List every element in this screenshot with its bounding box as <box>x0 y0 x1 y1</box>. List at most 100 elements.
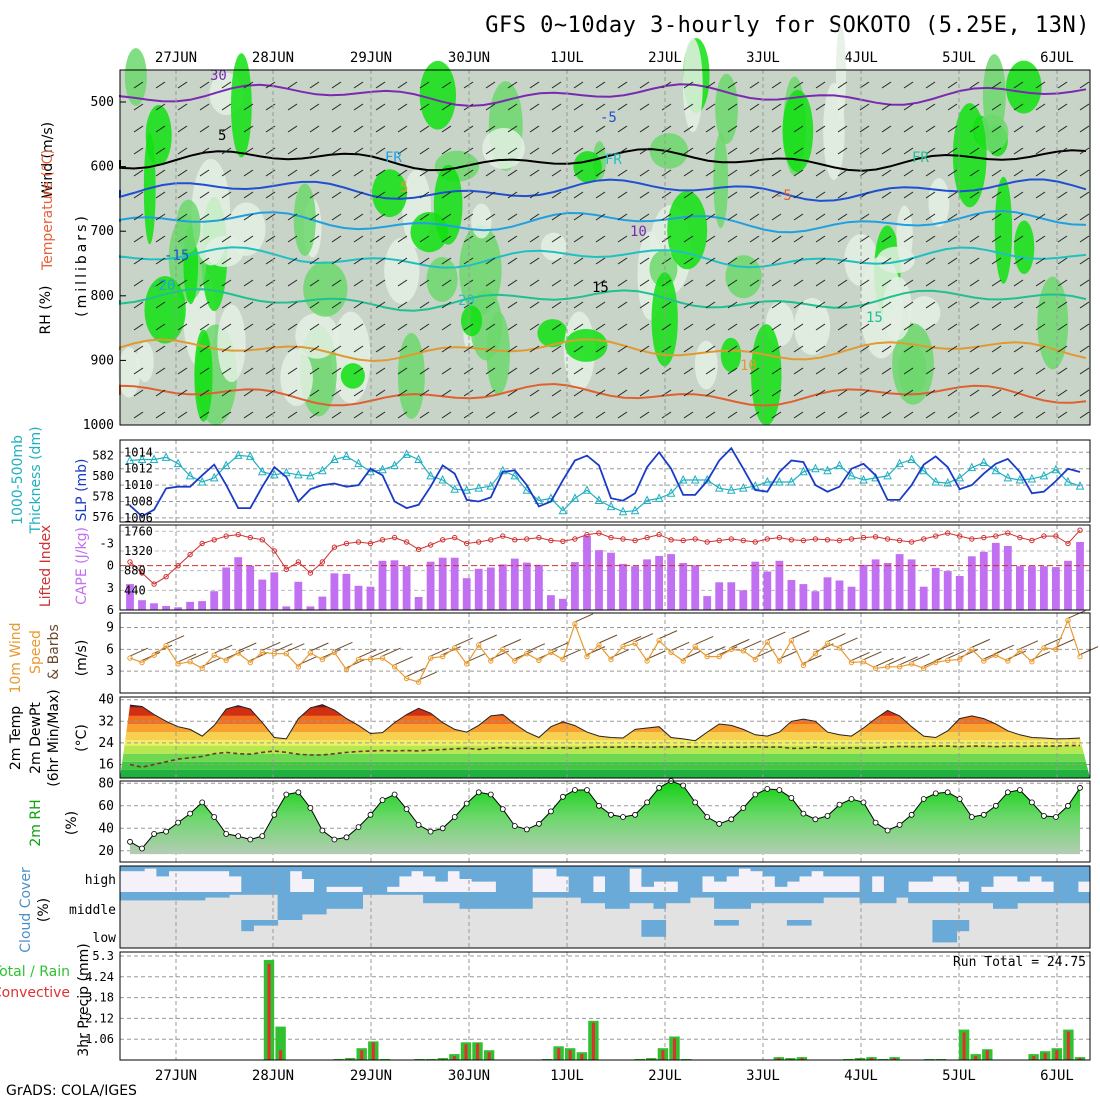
wind-barb <box>749 169 760 177</box>
wind-barb <box>265 367 276 375</box>
wind-barb <box>243 213 254 221</box>
rh2m-point <box>764 786 771 792</box>
precip-label-1: Total / Rain <box>0 964 70 980</box>
temp-frame <box>119 696 1091 779</box>
wind-barb <box>947 81 958 89</box>
wind-barb <box>815 345 826 353</box>
wind-barb <box>485 235 496 243</box>
lifted-point <box>307 570 314 576</box>
wind-tick-3: 3 <box>106 664 114 679</box>
wind10-point <box>800 662 807 669</box>
cloud-bar-high <box>665 866 679 882</box>
lifted-point <box>824 537 831 543</box>
wind-barb <box>969 103 980 111</box>
wind-barb <box>551 125 562 133</box>
cloud-bar-high <box>120 866 133 872</box>
rh-patch-48 <box>713 132 729 229</box>
thickness-label-2: Thickness (dm) <box>28 426 44 534</box>
wind-barb <box>837 345 848 353</box>
cape-bar <box>414 597 423 610</box>
precip-conv-bar <box>1043 1053 1047 1060</box>
wind-barb <box>155 389 166 397</box>
wind-barb <box>925 301 936 309</box>
wind-barb <box>749 235 760 243</box>
wind-barb <box>683 235 694 243</box>
precip-label-2: Convective <box>0 985 70 1001</box>
cape-bar <box>679 563 688 610</box>
wind-barb <box>133 367 144 375</box>
cloud-bar-middle <box>896 892 909 898</box>
wind-barb <box>419 345 430 353</box>
thickness-point <box>979 457 989 467</box>
wind-barb <box>243 103 254 111</box>
wind-barb <box>947 125 958 133</box>
rh-patch-87 <box>667 190 708 270</box>
wind-barb <box>353 169 364 177</box>
slp-tick-1008: 1008 <box>124 495 153 509</box>
rh2m-point <box>740 805 747 811</box>
cloud-bar-middle <box>1077 892 1091 904</box>
thickness-point <box>799 466 808 476</box>
wind-barb <box>309 345 320 353</box>
wind10-point <box>187 659 193 665</box>
precip-conv-bar <box>1066 1031 1070 1060</box>
cloud-bar-high <box>823 866 836 877</box>
wind-barb <box>485 169 496 177</box>
cape-bar <box>751 561 760 610</box>
wind-barb <box>1057 301 1068 309</box>
contour-label-4: FR <box>605 152 622 168</box>
cloud-bar-high <box>314 866 327 892</box>
wind10-point <box>692 643 698 650</box>
wind10-point <box>452 645 458 651</box>
wind-barb <box>617 235 628 243</box>
top-date-27JUN: 27JUN <box>155 50 197 66</box>
wind-barb <box>441 345 452 353</box>
cloud-bar-middle <box>471 892 485 909</box>
precip-conv-bar <box>557 1048 561 1060</box>
wind-barb <box>221 103 232 111</box>
wind-barb <box>617 257 628 265</box>
wind-barb <box>441 411 452 419</box>
rh2m-point <box>247 836 254 843</box>
wind-barb <box>419 169 430 177</box>
wind-barb <box>595 235 606 243</box>
rh-tick-40: 40 <box>98 821 114 836</box>
wind-barb <box>221 257 232 265</box>
wind-barb <box>1035 257 1046 265</box>
lifted-point <box>331 544 338 550</box>
wind-barb <box>133 213 144 221</box>
wind10-barb <box>851 651 870 661</box>
wind-barb <box>485 345 496 353</box>
cloud-bar-high <box>956 866 970 882</box>
temp2m-label-3: (6hr Min/Max) <box>46 689 62 786</box>
thickness-point <box>534 495 544 504</box>
contour-label-3: FR <box>385 150 402 166</box>
wind-barb <box>419 213 430 221</box>
rh-tick-20: 20 <box>98 844 114 859</box>
rh2m-point <box>1017 787 1023 793</box>
cloud-bar-middle <box>920 892 933 904</box>
temp-band-9 <box>120 704 1090 708</box>
wind-barb <box>617 411 628 419</box>
wind-barb <box>573 213 584 221</box>
wind10-point <box>536 657 542 663</box>
cloud-bar-high <box>1053 866 1067 892</box>
cloud-bar-middle <box>289 892 303 920</box>
cloud-bar-high <box>374 866 388 892</box>
thickness-point <box>570 493 580 502</box>
cloud-bar-high <box>532 866 545 869</box>
wind-barb <box>1035 345 1046 353</box>
wind-barb <box>463 323 474 331</box>
isotherm-line-1 <box>119 148 1087 172</box>
wind-barb <box>441 367 452 375</box>
wind-barb <box>683 103 694 111</box>
rh2m-point <box>788 795 795 801</box>
wind-barb <box>375 125 386 133</box>
cloud-bar-middle <box>665 892 679 904</box>
cloud-bar-high <box>871 866 885 877</box>
wind-barb <box>485 411 496 419</box>
wind-barb <box>309 411 320 419</box>
wind10-barb <box>1055 638 1075 648</box>
wind-barb <box>925 411 936 419</box>
wind-barb <box>243 235 254 243</box>
